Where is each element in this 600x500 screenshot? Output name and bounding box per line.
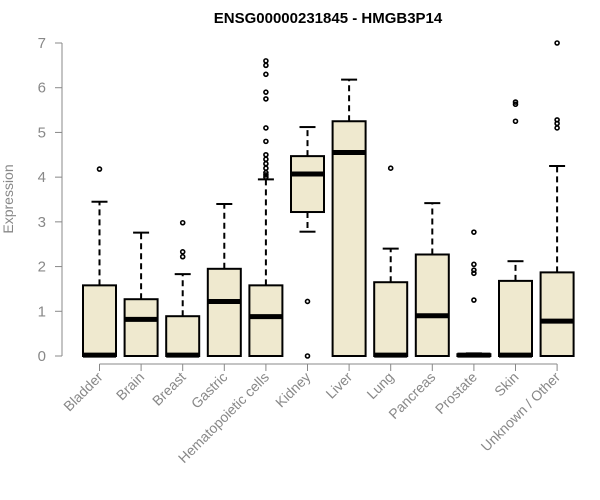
outlier-point (471, 297, 477, 303)
box-iqr (123, 298, 159, 358)
x-tick-label: Liver (322, 369, 355, 402)
box-iqr (206, 267, 242, 357)
outlier-point (512, 118, 519, 125)
x-tick-label: Breast (149, 369, 189, 409)
x-tick-label: Kidney (272, 369, 314, 411)
box-group-breast (165, 219, 201, 358)
y-axis: 0 1 2 3 4 5 6 7 (38, 35, 63, 365)
chart-title: ENSG00000231845 - HMGB3P14 (214, 10, 443, 27)
box-group-pancreas (414, 202, 450, 357)
outlier-point (304, 298, 311, 305)
outlier-point (263, 96, 269, 102)
box-iqr (248, 284, 284, 358)
outlier-point (263, 62, 269, 69)
y-tick-label: 3 (38, 214, 46, 231)
box-iqr (165, 315, 201, 357)
outlier-point (179, 219, 186, 226)
y-tick-label: 7 (38, 35, 46, 52)
outlier-point (471, 267, 477, 273)
box-group-bladder (82, 166, 117, 358)
box-iqr (373, 281, 409, 358)
outlier-point (96, 166, 103, 172)
outlier-point (512, 99, 519, 105)
x-tick-label: Bladder (60, 369, 106, 415)
box-iqr (414, 253, 450, 357)
outlier-point (263, 165, 269, 171)
outlier-point (471, 261, 477, 268)
box-iqr (539, 271, 575, 357)
y-tick-label: 5 (38, 124, 46, 141)
outlier-point (387, 165, 394, 171)
y-tick-label: 0 (38, 348, 46, 365)
outlier-point (263, 58, 269, 64)
outlier-point (554, 117, 560, 123)
outlier-point (263, 172, 269, 178)
outlier-point (263, 160, 269, 167)
outlier-point (179, 249, 186, 255)
outlier-point (554, 40, 560, 46)
box-group-kidney (290, 126, 325, 359)
box-group-gastric (206, 202, 242, 357)
outlier-point (304, 353, 311, 359)
y-tick-label: 4 (38, 169, 46, 186)
box-group-liver (331, 78, 367, 357)
outlier-point (263, 89, 269, 95)
y-tick-label: 1 (38, 303, 46, 320)
box-iqr (82, 284, 117, 358)
box-group-lung (373, 165, 409, 358)
x-tick-label: Lung (363, 369, 396, 402)
x-tick-label: Brain (113, 369, 147, 403)
y-tick-label: 2 (38, 259, 46, 276)
outlier-point (263, 125, 269, 131)
box-iqr (290, 155, 325, 214)
plot-area (82, 40, 575, 359)
outlier-point (263, 156, 269, 163)
box-iqr (331, 120, 367, 357)
y-axis-label: Expression (0, 164, 16, 233)
outlier-point (179, 253, 186, 260)
outlier-point (471, 270, 477, 277)
outlier-point (554, 125, 560, 131)
x-tick-label: Unknown / Other (478, 369, 564, 455)
x-tick-label: Prostate (432, 369, 480, 417)
box-group-skin (498, 99, 533, 358)
box-group-brain (123, 231, 159, 358)
x-tick-label: Skin (491, 369, 522, 400)
outlier-point (512, 101, 519, 108)
y-tick-label: 6 (38, 80, 46, 97)
outlier-point (263, 138, 269, 145)
outlier-point (471, 229, 477, 235)
box-group-unknown-other (539, 40, 575, 357)
outlier-point (263, 71, 269, 78)
box-group-prostate (456, 229, 492, 358)
box-group-hematopoietic-cells (248, 58, 284, 358)
outlier-point (263, 151, 269, 158)
box-iqr (498, 279, 533, 358)
